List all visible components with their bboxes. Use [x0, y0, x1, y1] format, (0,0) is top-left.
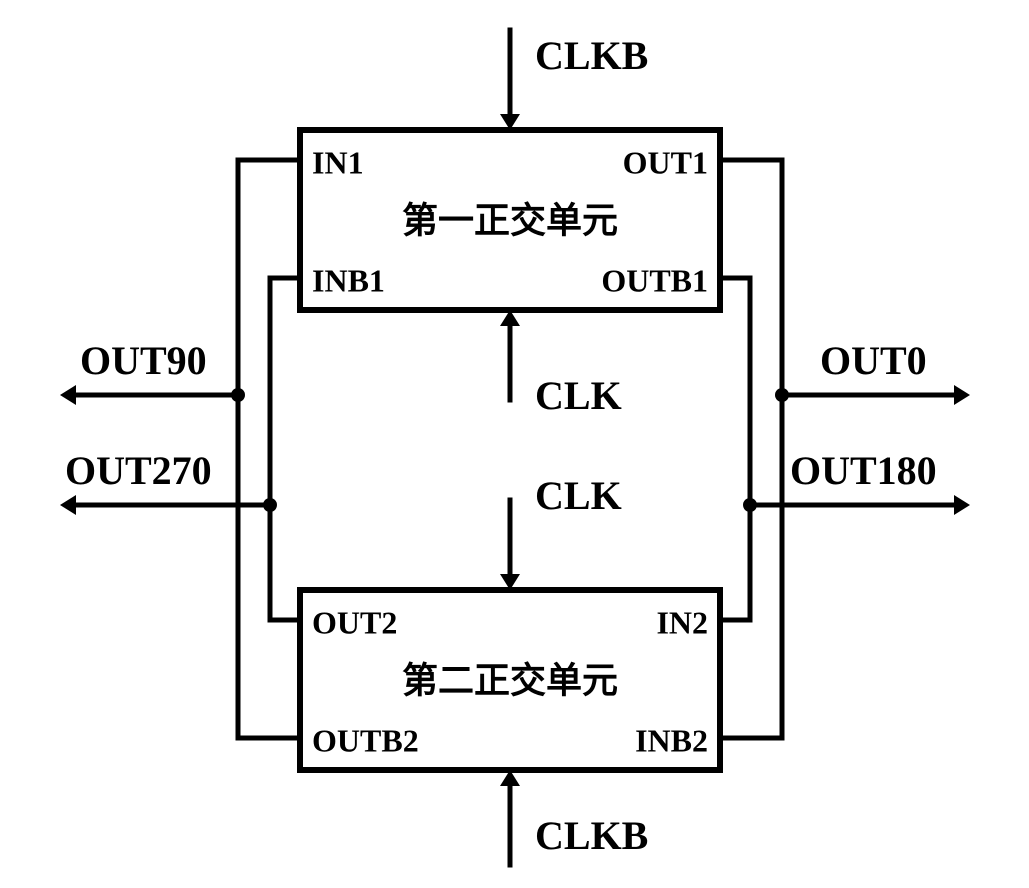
port-label: INB2 [635, 722, 708, 758]
output-label: OUT90 [80, 338, 207, 383]
unit-title: 第一正交单元 [402, 199, 618, 240]
output-label: OUT270 [65, 448, 212, 493]
quadrature-unit-2: 第二正交单元OUT2 OUTB2 IN2 INB2 [300, 590, 720, 770]
clkb-label: CLKB [535, 33, 648, 78]
clkb-label: CLKB [535, 813, 648, 858]
port-label: OUT1 [623, 144, 708, 180]
output-label: OUT0 [820, 338, 927, 383]
port-label: INB1 [312, 262, 385, 298]
clk-label: CLK [535, 373, 622, 418]
output-label: OUT180 [790, 448, 937, 493]
port-label: IN2 [656, 604, 708, 640]
port-label: OUTB1 [601, 262, 708, 298]
quadrature-unit-1: 第一正交单元 IN1 INB1 OUT1 OUTB1 [300, 130, 720, 310]
unit-title: 第二正交单元 [402, 659, 618, 700]
port-label: OUTB2 [312, 722, 419, 758]
port-label: OUT2 [312, 604, 397, 640]
port-label: IN1 [312, 144, 364, 180]
clk-label: CLK [535, 473, 622, 518]
